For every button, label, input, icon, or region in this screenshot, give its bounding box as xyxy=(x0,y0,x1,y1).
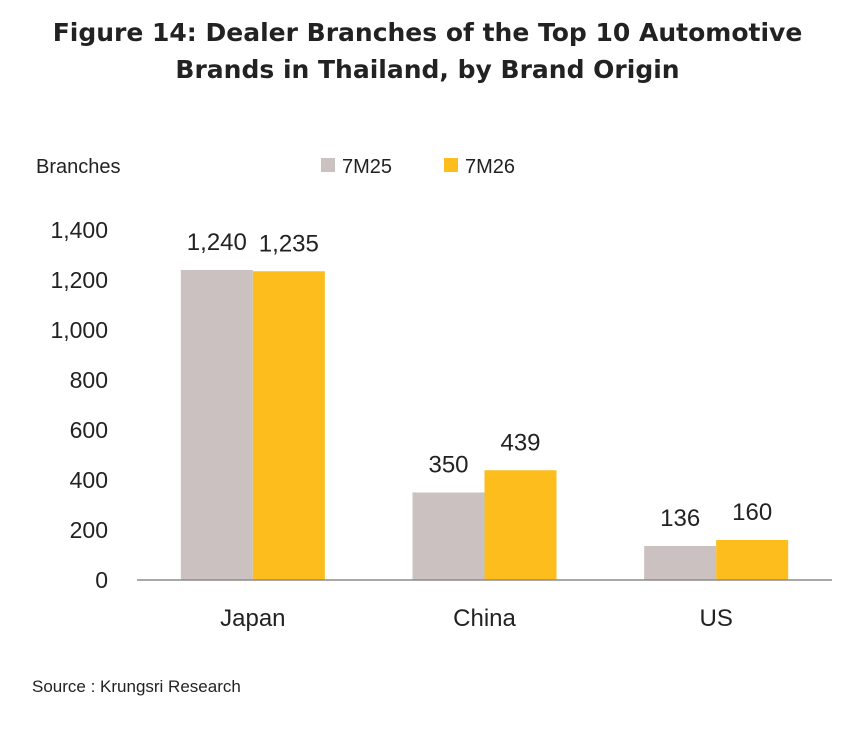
y-tick-label: 400 xyxy=(70,467,108,493)
data-label: 136 xyxy=(660,505,700,532)
data-label: 350 xyxy=(428,452,468,479)
chart-title-line-2: Brands in Thailand, by Brand Origin xyxy=(175,55,680,84)
y-axis-label: Branches xyxy=(36,156,121,178)
y-axis: 0 200 400 600 800 1,000 1,200 1,400 xyxy=(50,217,108,593)
chart-title: Figure 14: Dealer Branches of the Top 10… xyxy=(0,14,855,88)
legend-label: 7M26 xyxy=(465,156,515,178)
bar-7m25-japan xyxy=(180,270,253,580)
data-label: 1,240 xyxy=(187,229,247,256)
y-tick-label: 0 xyxy=(95,567,108,593)
y-tick-label: 1,400 xyxy=(50,217,108,243)
x-tick-label: Japan xyxy=(220,605,285,632)
x-tick-label: US xyxy=(699,605,732,632)
x-axis: Japan China US xyxy=(137,579,832,632)
data-label: 1,235 xyxy=(259,230,319,257)
legend-swatch-7m25 xyxy=(321,158,335,172)
bars xyxy=(180,270,789,580)
y-tick-label: 600 xyxy=(70,417,108,443)
data-label: 160 xyxy=(732,499,772,526)
bar-7m25-us xyxy=(644,546,717,580)
chart-title-line-1: Figure 14: Dealer Branches of the Top 10… xyxy=(52,18,803,47)
legend: 7M25 7M26 xyxy=(321,156,515,178)
y-tick-label: 800 xyxy=(70,367,108,393)
legend-swatch-7m26 xyxy=(444,158,458,172)
bar-7m26-china xyxy=(484,470,557,580)
y-tick-label: 200 xyxy=(70,517,108,543)
bar-chart: Branches 7M25 7M26 0 200 400 600 800 1,000 1,20… xyxy=(36,156,832,632)
data-labels: 1,240 1,235 350 439 136 160 xyxy=(187,229,772,532)
bar-7m26-japan xyxy=(252,271,325,580)
bar-7m25-china xyxy=(412,492,485,580)
source-note: Source : Krungsri Research xyxy=(32,677,241,696)
bar-7m26-us xyxy=(716,540,789,580)
x-tick-label: China xyxy=(453,605,516,632)
y-tick-label: 1,000 xyxy=(50,317,108,343)
y-tick-label: 1,200 xyxy=(50,267,108,293)
legend-label: 7M25 xyxy=(342,156,392,178)
data-label: 439 xyxy=(500,429,540,456)
